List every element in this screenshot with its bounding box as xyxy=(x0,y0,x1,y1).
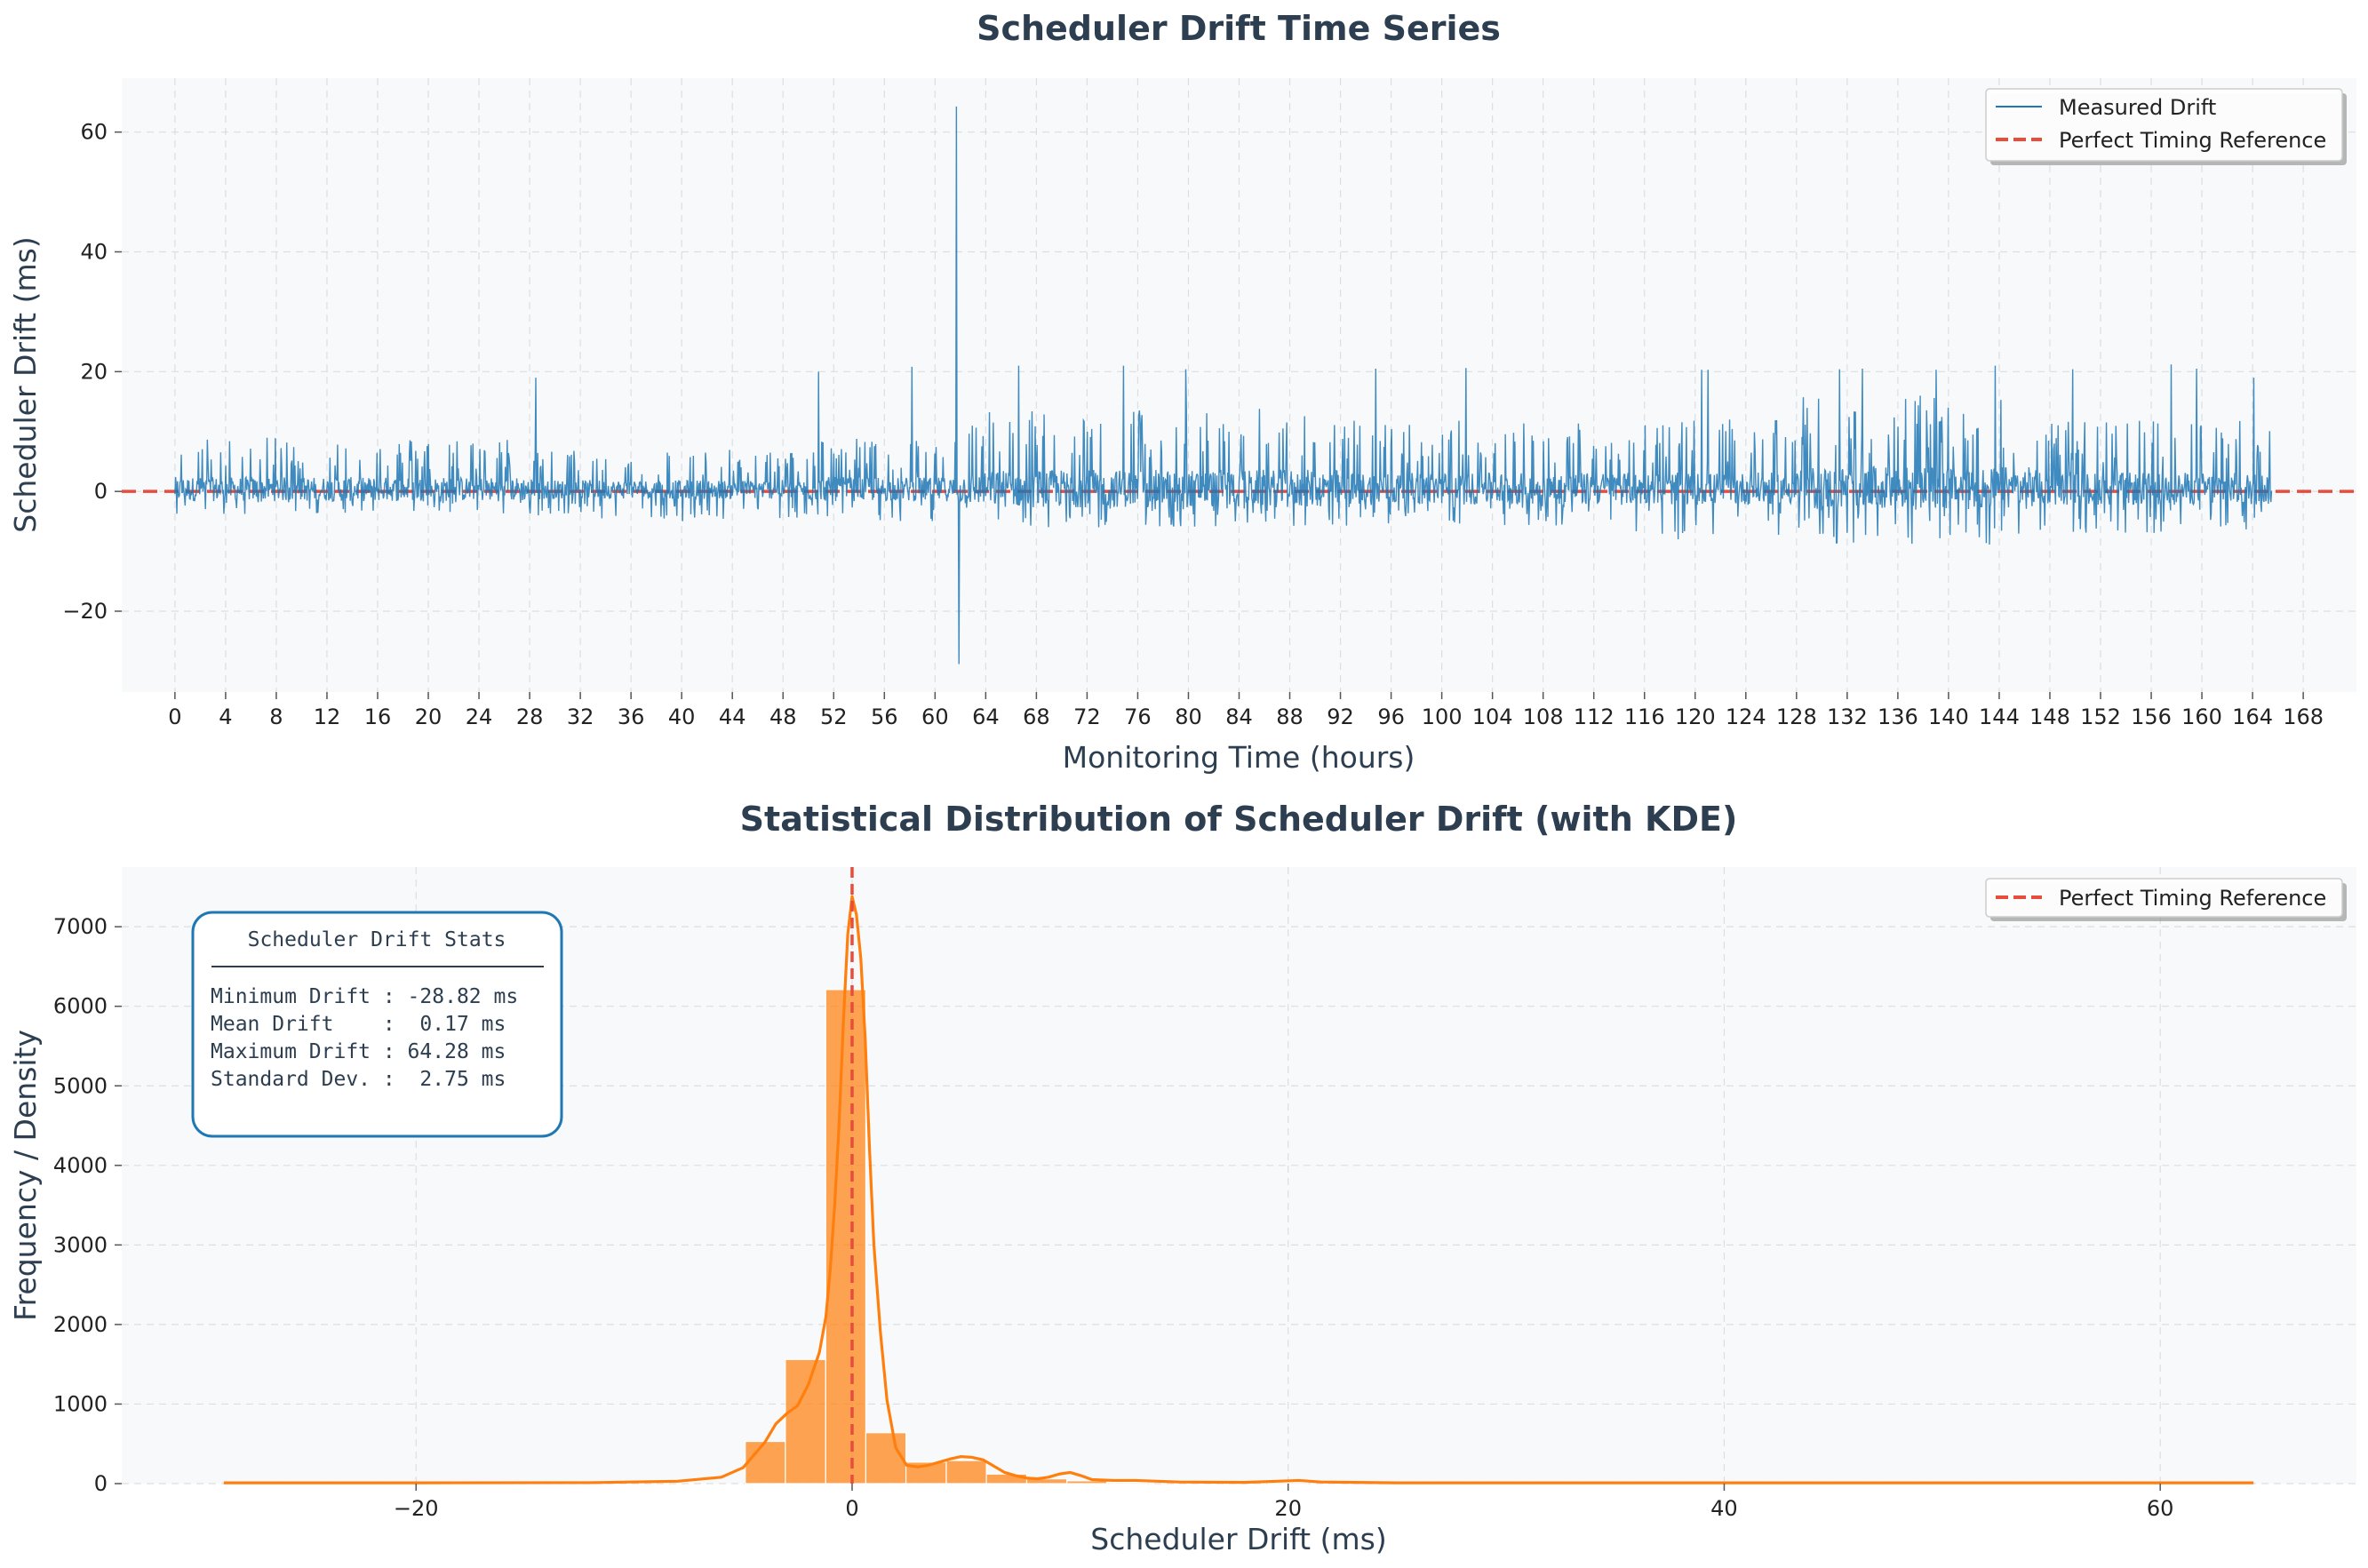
time-series-y-axis-label: Scheduler Drift (ms) xyxy=(8,236,43,532)
histogram-y-ticks: 0 1000 2000 3000 4000 5000 6000 7000 xyxy=(53,914,122,1496)
time-series-gridlines xyxy=(122,78,2356,692)
hist-x-tick-label: 20 xyxy=(1274,1496,1302,1521)
ts-x-tick-label: 28 xyxy=(516,704,544,729)
stats-box-title: Scheduler Drift Stats xyxy=(248,928,506,951)
stats-line-max: Maximum Drift : 64.28 ms xyxy=(211,1040,506,1063)
ts-x-tick-label: 0 xyxy=(168,704,181,729)
ts-y-tick-label: 60 xyxy=(80,120,108,145)
ts-y-tick-label: 0 xyxy=(94,479,108,504)
histogram-title: Statistical Distribution of Scheduler Dr… xyxy=(740,800,1738,839)
ts-x-tick-label: 156 xyxy=(2131,704,2172,729)
hist-x-tick-label: 60 xyxy=(2147,1496,2174,1521)
measured-drift-series xyxy=(174,106,2273,665)
ts-x-tick-label: 32 xyxy=(567,704,594,729)
ts-x-tick-label: 76 xyxy=(1124,704,1152,729)
histogram-bars xyxy=(745,989,1309,1484)
histogram-bar xyxy=(745,1440,786,1484)
histogram-bar xyxy=(785,1358,826,1484)
ts-x-tick-label: 124 xyxy=(1726,704,1766,729)
ts-y-tick-label: 40 xyxy=(80,240,108,265)
histogram-bar xyxy=(1106,1482,1148,1484)
ts-x-tick-label: 24 xyxy=(466,704,493,729)
ts-x-tick-label: 140 xyxy=(1928,704,1969,729)
stats-line-std: Standard Dev. : 2.75 ms xyxy=(211,1068,506,1091)
legend-reference-label: Perfect Timing Reference xyxy=(2059,128,2326,153)
time-series-title: Scheduler Drift Time Series xyxy=(977,9,1501,48)
ts-x-tick-label: 72 xyxy=(1073,704,1101,729)
ts-x-tick-label: 20 xyxy=(415,704,443,729)
stats-box: Scheduler Drift Stats Minimum Drift : -2… xyxy=(191,911,563,1138)
ts-x-tick-label: 112 xyxy=(1574,704,1615,729)
ts-x-tick-label: 8 xyxy=(269,704,283,729)
stats-line-mean: Mean Drift : 0.17 ms xyxy=(211,1013,506,1036)
ts-x-tick-label: 88 xyxy=(1276,704,1304,729)
ts-x-tick-label: 120 xyxy=(1675,704,1716,729)
ts-x-tick-label: 92 xyxy=(1327,704,1354,729)
ts-x-tick-label: 68 xyxy=(1023,704,1050,729)
histogram-x-axis-label: Scheduler Drift (ms) xyxy=(1090,1522,1386,1556)
ts-x-tick-label: 60 xyxy=(921,704,949,729)
hist-y-tick-label: 1000 xyxy=(53,1391,108,1416)
histogram-bar xyxy=(865,1432,907,1484)
ts-x-tick-label: 96 xyxy=(1377,704,1405,729)
ts-x-tick-label: 80 xyxy=(1175,704,1202,729)
hist-y-tick-label: 2000 xyxy=(53,1312,108,1337)
ts-x-tick-label: 144 xyxy=(1979,704,2020,729)
ts-x-tick-label: 4 xyxy=(219,704,232,729)
ts-x-tick-label: 160 xyxy=(2181,704,2222,729)
ts-y-tick-label: −20 xyxy=(62,599,108,624)
time-series-y-ticks: −20 0 20 40 60 xyxy=(62,120,122,624)
hist-y-tick-label: 0 xyxy=(94,1471,108,1496)
hist-x-tick-label: 40 xyxy=(1710,1496,1738,1521)
kde-line xyxy=(223,895,2254,1484)
legend-hist-reference-label: Perfect Timing Reference xyxy=(2059,886,2326,911)
hist-y-tick-label: 5000 xyxy=(53,1073,108,1098)
ts-y-tick-label: 20 xyxy=(80,359,108,384)
hist-x-tick-label: −20 xyxy=(394,1496,439,1521)
ts-x-tick-label: 104 xyxy=(1472,704,1513,729)
hist-y-tick-label: 4000 xyxy=(53,1153,108,1178)
time-series-x-axis-label: Monitoring Time (hours) xyxy=(1063,740,1415,775)
ts-x-tick-label: 16 xyxy=(364,704,392,729)
hist-x-tick-label: 0 xyxy=(845,1496,858,1521)
ts-x-tick-label: 56 xyxy=(871,704,898,729)
ts-x-tick-label: 100 xyxy=(1422,704,1463,729)
ts-x-tick-label: 108 xyxy=(1523,704,1564,729)
hist-y-tick-label: 3000 xyxy=(53,1232,108,1257)
histogram-bar xyxy=(945,1460,987,1484)
ts-x-tick-label: 168 xyxy=(2283,704,2324,729)
ts-x-tick-label: 148 xyxy=(2029,704,2070,729)
ts-x-tick-label: 44 xyxy=(719,704,746,729)
stats-line-min: Minimum Drift : -28.82 ms xyxy=(211,985,518,1008)
kde-curve xyxy=(223,895,2254,1484)
ts-x-tick-label: 52 xyxy=(820,704,848,729)
legend-measured-drift-label: Measured Drift xyxy=(2059,95,2216,120)
measured-drift-line xyxy=(174,106,2273,665)
time-series-x-ticks: 0 4 8 12 16 20 24 28 32 36 40 44 48 52 56 60 64 68 72 76 80 8… xyxy=(168,692,2324,729)
ts-x-tick-label: 84 xyxy=(1225,704,1253,729)
ts-x-tick-label: 152 xyxy=(2080,704,2121,729)
ts-x-tick-label: 40 xyxy=(668,704,696,729)
histogram-legend: Perfect Timing Reference xyxy=(1985,878,2347,921)
ts-x-tick-label: 12 xyxy=(314,704,341,729)
ts-x-tick-label: 116 xyxy=(1624,704,1665,729)
hist-y-tick-label: 7000 xyxy=(53,914,108,939)
ts-x-tick-label: 136 xyxy=(1878,704,1918,729)
ts-x-tick-label: 128 xyxy=(1776,704,1817,729)
time-series-legend: Measured Drift Perfect Timing Reference xyxy=(1985,88,2347,165)
hist-y-tick-label: 6000 xyxy=(53,994,108,1019)
histogram-x-ticks: −20 0 20 40 60 xyxy=(394,1484,2174,1521)
histogram-panel: Statistical Distribution of Scheduler Dr… xyxy=(8,800,2356,1556)
ts-x-tick-label: 164 xyxy=(2232,704,2273,729)
ts-x-tick-label: 48 xyxy=(769,704,797,729)
ts-x-tick-label: 132 xyxy=(1827,704,1868,729)
time-series-panel: Scheduler Drift Time Series 0 4 8 12 16 20 24 2… xyxy=(8,9,2356,775)
histogram-y-axis-label: Frequency / Density xyxy=(8,1030,43,1321)
ts-x-tick-label: 36 xyxy=(618,704,645,729)
ts-x-tick-label: 64 xyxy=(972,704,1000,729)
